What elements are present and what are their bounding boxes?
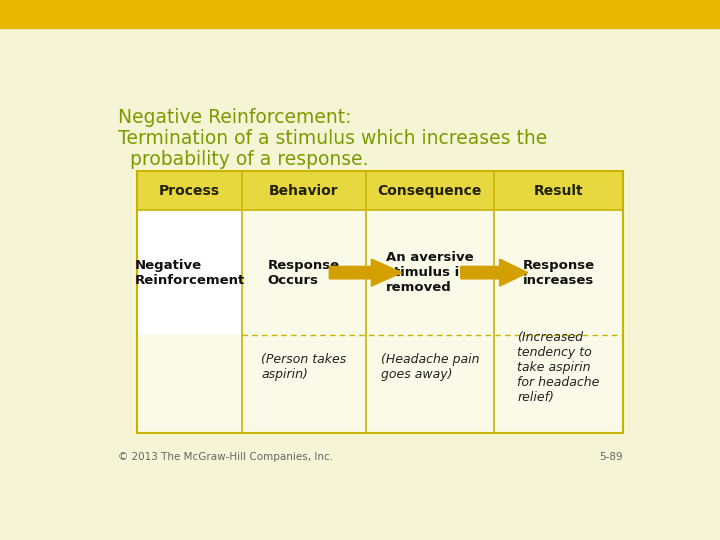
Text: Behavior: Behavior [269,184,338,198]
Text: Termination of a stimulus which increases the: Termination of a stimulus which increase… [118,129,547,149]
Text: An aversive
stimulus is
removed: An aversive stimulus is removed [386,251,474,294]
Text: Response
Occurs: Response Occurs [268,259,340,287]
Bar [242,335,366,433]
Text: © 2013 The McGraw-Hill Companies, Inc.: © 2013 The McGraw-Hill Companies, Inc. [118,452,333,462]
Text: probability of a response.: probability of a response. [118,150,369,169]
Text: Process: Process [159,184,220,198]
Bar [138,171,623,210]
Text: Consequence: Consequence [378,184,482,198]
Bar [494,335,623,433]
Bar [366,211,494,335]
Text: Negative
Reinforcement: Negative Reinforcement [135,259,245,287]
Text: Result: Result [534,184,583,198]
Bar [138,211,242,335]
Bar [242,211,366,335]
FancyArrow shape [329,259,402,286]
Bar [138,335,242,433]
Text: 5-89: 5-89 [599,452,623,462]
Text: (Increased
tendency to
take aspirin
for headache
relief): (Increased tendency to take aspirin for … [518,330,600,404]
Bar [366,335,494,433]
FancyArrow shape [461,259,528,286]
Text: Negative Reinforcement:: Negative Reinforcement: [118,109,351,127]
Text: (Headache pain
goes away): (Headache pain goes away) [381,353,480,381]
Text: (Person takes
aspirin): (Person takes aspirin) [261,353,346,381]
Bar [494,211,623,335]
Bar [138,171,623,433]
Text: Response
increases: Response increases [523,259,595,287]
